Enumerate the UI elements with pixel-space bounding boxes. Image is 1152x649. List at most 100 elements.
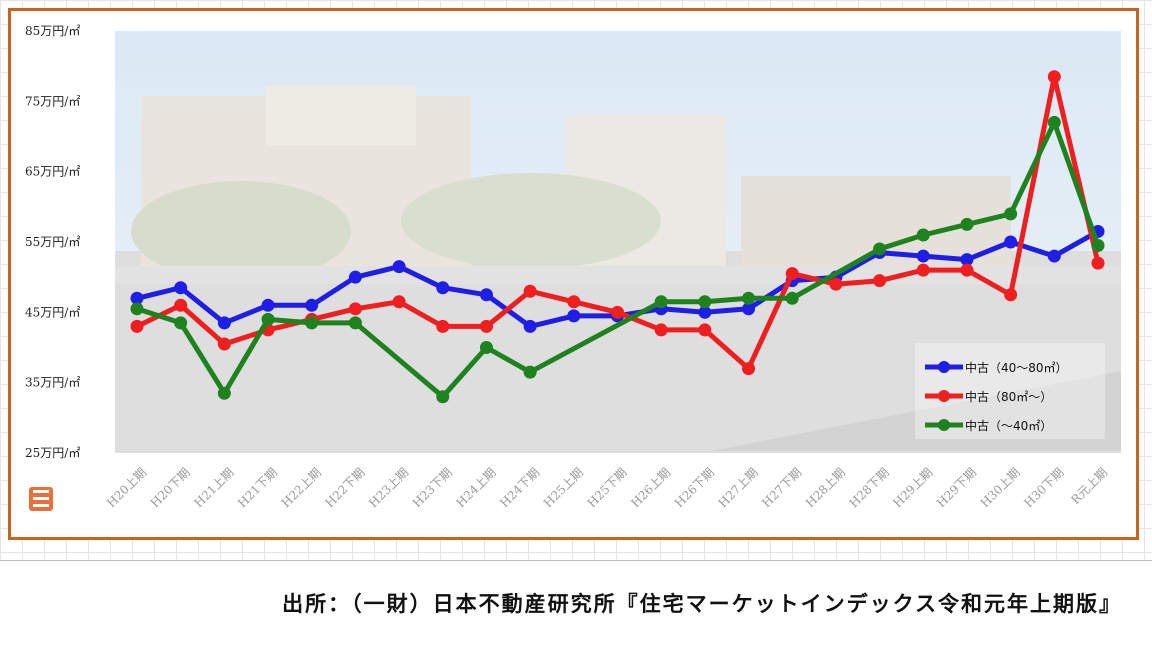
data-point — [698, 295, 712, 309]
x-tick-label: H23下期 — [410, 465, 455, 510]
y-tick-label: 25万円/㎡ — [25, 446, 80, 460]
data-point — [1091, 256, 1105, 270]
data-point — [348, 270, 362, 284]
data-point — [960, 253, 974, 267]
x-tick-label: H25上期 — [541, 465, 586, 510]
x-tick-label: H22上期 — [279, 465, 324, 510]
y-tick-label: 75万円/㎡ — [25, 94, 80, 108]
x-tick-label: H29上期 — [890, 465, 935, 510]
data-point — [436, 281, 450, 295]
data-point — [654, 323, 668, 337]
chart-frame: 85万円/㎡ 75万円/㎡ 65万円/㎡ 55万円/㎡ 45万円/㎡ 35万円/㎡ 25万円… — [8, 8, 1139, 540]
data-point — [436, 319, 450, 333]
data-point — [305, 298, 319, 312]
y-axis: 85万円/㎡ 75万円/㎡ 65万円/㎡ 55万円/㎡ 45万円/㎡ 35万円/㎡ 25万円… — [25, 24, 80, 460]
data-point — [1091, 239, 1105, 253]
data-point — [1047, 249, 1061, 263]
data-point — [130, 319, 144, 333]
legend: 中古（40～80㎡） 中古（80㎡～） 中古（～40㎡） — [915, 343, 1105, 439]
data-point — [174, 316, 188, 330]
x-tick-label: H30下期 — [1021, 465, 1066, 510]
data-point — [829, 277, 843, 291]
data-point — [392, 260, 406, 274]
data-point — [916, 263, 930, 277]
data-point — [217, 337, 231, 351]
data-point — [785, 291, 799, 305]
footer-band — [0, 560, 1152, 649]
data-point — [130, 302, 144, 316]
data-point — [174, 281, 188, 295]
data-point — [1047, 115, 1061, 129]
data-point — [348, 316, 362, 330]
data-point — [698, 323, 712, 337]
x-tick-label: H28上期 — [803, 465, 848, 510]
y-tick-label: 55万円/㎡ — [25, 235, 80, 249]
data-point — [130, 291, 144, 305]
x-axis: H20上期H20下期H21上期H21下期H22上期H22下期H23上期H23下期… — [104, 465, 1110, 510]
x-tick-label: H29下期 — [934, 465, 979, 510]
x-tick-label: H21下期 — [235, 465, 280, 510]
data-point — [742, 291, 756, 305]
y-tick-label: 65万円/㎡ — [25, 165, 80, 179]
data-point — [916, 249, 930, 263]
data-point — [611, 305, 624, 319]
data-point — [479, 341, 493, 354]
data-point — [567, 295, 581, 309]
x-tick-label: H24下期 — [497, 465, 542, 510]
data-point — [960, 263, 974, 277]
data-point — [217, 316, 231, 330]
line-chart: 85万円/㎡ 75万円/㎡ 65万円/㎡ 55万円/㎡ 45万円/㎡ 35万円/㎡ 25万円… — [25, 24, 1121, 510]
y-tick-label: 45万円/㎡ — [25, 305, 80, 319]
series-layer — [130, 70, 1105, 404]
data-point — [217, 386, 231, 400]
data-point — [348, 302, 362, 316]
data-point — [873, 274, 887, 288]
data-point — [261, 312, 275, 326]
data-point — [392, 295, 406, 309]
data-point — [1004, 235, 1018, 249]
x-tick-label: H26下期 — [672, 465, 717, 510]
x-tick-label: R元上期 — [1068, 465, 1110, 507]
data-point — [960, 217, 974, 231]
data-point — [174, 298, 188, 312]
data-point — [1004, 288, 1018, 302]
x-tick-label: H22下期 — [322, 465, 367, 510]
data-point — [1004, 207, 1018, 221]
x-tick-label: H28下期 — [847, 465, 892, 510]
data-point — [479, 288, 493, 302]
legend-label: 中古（80㎡～） — [965, 389, 1052, 404]
data-point — [436, 390, 450, 404]
x-tick-label: H20上期 — [104, 465, 149, 510]
logo-icon — [29, 487, 53, 511]
x-tick-label: H27上期 — [716, 465, 761, 510]
data-point — [742, 302, 756, 316]
x-tick-label: H20下期 — [148, 465, 193, 510]
legend-swatch-marker — [938, 390, 950, 402]
x-tick-label: H21上期 — [191, 465, 236, 510]
data-point — [698, 305, 712, 319]
legend-swatch-marker — [938, 361, 950, 373]
y-tick-label: 85万円/㎡ — [25, 24, 80, 38]
x-tick-label: H27下期 — [759, 465, 804, 510]
legend-label: 中古（～40㎡） — [965, 418, 1052, 433]
legend-label: 中古（40～80㎡） — [965, 360, 1068, 375]
data-point — [567, 309, 581, 323]
series-3 — [130, 115, 1105, 404]
y-tick-label: 35万円/㎡ — [25, 376, 80, 390]
data-point — [305, 316, 319, 330]
data-point — [523, 365, 537, 379]
legend-swatch-marker — [938, 419, 950, 431]
x-tick-label: H25下期 — [585, 465, 630, 510]
data-point — [261, 298, 275, 312]
data-point — [873, 242, 887, 256]
data-point — [654, 295, 668, 309]
data-point — [1047, 70, 1061, 84]
data-point — [523, 284, 537, 298]
data-point — [785, 267, 799, 281]
x-tick-label: H24上期 — [453, 465, 498, 510]
source-note: 出所：（一財）日本不動産研究所『住宅マーケットインデックス令和元年上期版』 — [282, 592, 1122, 616]
data-point — [916, 228, 930, 242]
x-tick-label: H26上期 — [628, 465, 673, 510]
x-tick-label: H23上期 — [366, 465, 411, 510]
data-point — [742, 362, 756, 376]
